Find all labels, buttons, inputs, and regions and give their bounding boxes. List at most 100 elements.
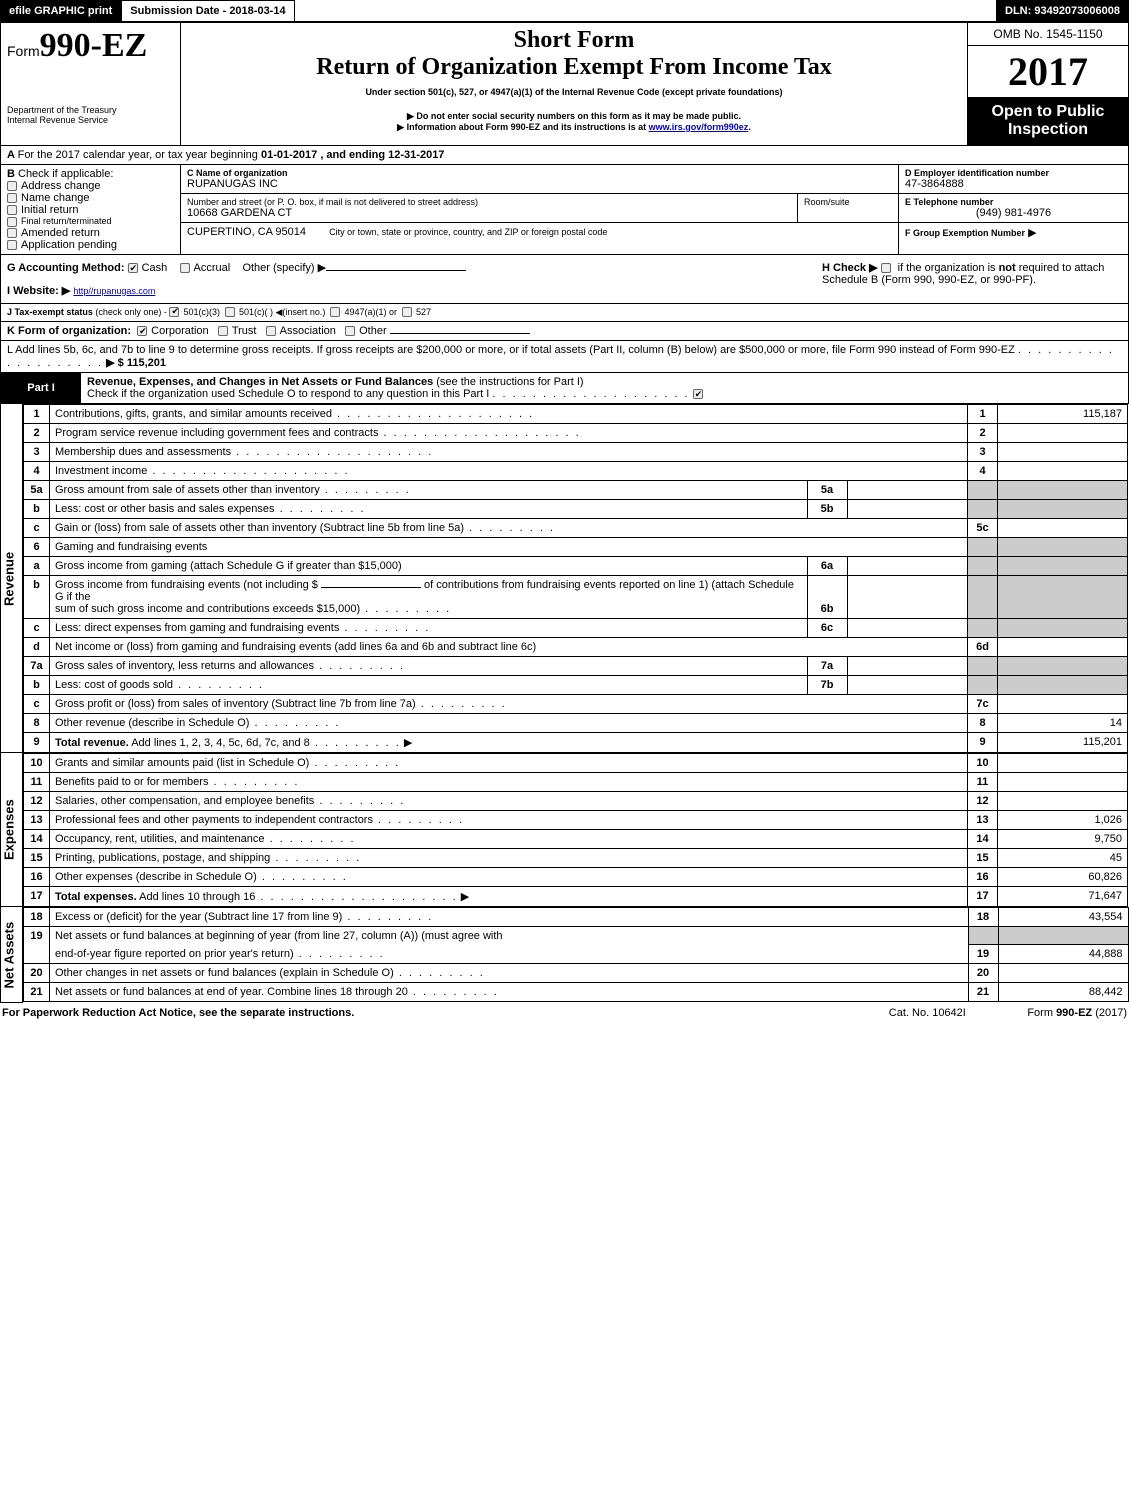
chk-schedule-o[interactable] <box>693 389 703 399</box>
val-21: 88,442 <box>998 983 1128 1002</box>
chk-address-change[interactable] <box>7 181 17 191</box>
form-number: 990-EZ <box>40 27 148 64</box>
table-row: dNet income or (loss) from gaming and fu… <box>24 637 1128 656</box>
table-row: 2Program service revenue including gover… <box>24 423 1128 442</box>
g-label: G Accounting Method: <box>7 262 125 274</box>
table-row: 1Contributions, gifts, grants, and simil… <box>24 404 1128 423</box>
table-row: bLess: cost or other basis and sales exp… <box>24 499 1128 518</box>
c-city-label: City or town, state or province, country… <box>329 227 607 237</box>
dept-treasury: Department of the Treasury <box>7 105 174 115</box>
d-ein-label: D Employer identification number <box>905 168 1122 178</box>
k-corp: Corporation <box>151 325 208 337</box>
footer-form-pre: Form <box>1027 1007 1056 1019</box>
open-to-public: Open to Public Inspection <box>968 97 1128 145</box>
table-row: 14Occupancy, rent, utilities, and mainte… <box>24 829 1128 848</box>
val-17: 71,647 <box>998 886 1128 906</box>
opt-amended-return: Amended return <box>21 227 100 239</box>
table-row: aGross income from gaming (attach Schedu… <box>24 556 1128 575</box>
opt-final-return: Final return/terminated <box>21 216 112 226</box>
val-14: 9,750 <box>998 829 1128 848</box>
chk-association[interactable] <box>266 326 276 336</box>
chk-other[interactable] <box>345 326 355 336</box>
g-cash: Cash <box>142 262 168 274</box>
val-15: 45 <box>998 848 1128 867</box>
efile-print-button[interactable]: efile GRAPHIC print <box>0 0 121 22</box>
c-name-label: C Name of organization <box>187 168 892 178</box>
e-phone: (949) 981-4976 <box>905 207 1122 219</box>
j-501c3: 501(c)(3) <box>183 307 220 317</box>
chk-accrual[interactable] <box>180 263 190 273</box>
part1-title: Revenue, Expenses, and Changes in Net As… <box>87 376 433 388</box>
irs-label: Internal Revenue Service <box>7 115 174 125</box>
footer-catno: Cat. No. 10642I <box>827 1007 1027 1019</box>
irs-link[interactable]: www.irs.gov/form990ez <box>649 122 749 132</box>
section-a-row: A For the 2017 calendar year, or tax yea… <box>0 146 1129 165</box>
opt-application-pending: Application pending <box>21 239 117 251</box>
table-row: 12Salaries, other compensation, and empl… <box>24 791 1128 810</box>
j-4947: 4947(a)(1) or <box>344 307 397 317</box>
chk-name-change[interactable] <box>7 193 17 203</box>
footer-paperwork: For Paperwork Reduction Act Notice, see … <box>2 1007 827 1019</box>
part1-label: Part I <box>1 373 81 403</box>
g-other: Other (specify) ▶ <box>242 262 326 274</box>
table-row: bGross income from fundraising events (n… <box>24 575 1128 618</box>
chk-application-pending[interactable] <box>7 240 17 250</box>
table-row: 5aGross amount from sale of assets other… <box>24 480 1128 499</box>
k-label: K Form of organization: <box>7 325 131 337</box>
table-row: 21Net assets or fund balances at end of … <box>24 983 1129 1002</box>
form-prefix: Form <box>7 43 40 59</box>
revenue-table: 1Contributions, gifts, grants, and simil… <box>23 404 1128 753</box>
table-row: cGross profit or (loss) from sales of in… <box>24 694 1128 713</box>
k-other: Other <box>359 325 387 337</box>
h-label: H Check ▶ <box>822 262 878 274</box>
a-text-mid: , and ending <box>320 149 388 161</box>
chk-527[interactable] <box>402 307 412 317</box>
f-group-label: F Group Exemption Number <box>905 228 1025 238</box>
j-527: 527 <box>416 307 431 317</box>
chk-amended-return[interactable] <box>7 228 17 238</box>
val-8: 14 <box>998 713 1128 732</box>
opt-name-change: Name change <box>21 192 90 204</box>
val-1: 115,187 <box>998 404 1128 423</box>
k-assoc: Association <box>280 325 336 337</box>
opt-initial-return: Initial return <box>21 204 78 216</box>
chk-corporation[interactable] <box>137 326 147 336</box>
c-room-label: Room/suite <box>804 197 892 207</box>
a-begin-date: 01-01-2017 <box>261 149 317 161</box>
chk-501c3[interactable] <box>169 307 179 317</box>
l-text: L Add lines 5b, 6c, and 7b to line 9 to … <box>7 344 1015 356</box>
val-18: 43,554 <box>998 907 1128 926</box>
chk-4947[interactable] <box>330 307 340 317</box>
tax-year: 2017 <box>968 46 1128 97</box>
table-row: 8Other revenue (describe in Schedule O)8… <box>24 713 1128 732</box>
i-website-link[interactable]: http//rupanugas.com <box>73 286 155 296</box>
chk-h[interactable] <box>881 263 891 273</box>
chk-cash[interactable] <box>128 263 138 273</box>
chk-501c[interactable] <box>225 307 235 317</box>
chk-trust[interactable] <box>218 326 228 336</box>
f-arrow-icon: ▶ <box>1028 227 1036 239</box>
submission-date: Submission Date - 2018-03-14 <box>121 0 294 22</box>
chk-final-return[interactable] <box>7 217 17 227</box>
l-amount: ▶ $ 115,201 <box>106 357 166 369</box>
org-info-block: B Check if applicable: Address change Na… <box>0 165 1129 255</box>
table-row: cLess: direct expenses from gaming and f… <box>24 618 1128 637</box>
a-text-pre: For the 2017 calendar year, or tax year … <box>18 149 261 161</box>
j-note: (check only one) - <box>95 307 167 317</box>
j-label: J Tax-exempt status <box>7 307 93 317</box>
table-row: 15Printing, publications, postage, and s… <box>24 848 1128 867</box>
table-row: 7aGross sales of inventory, less returns… <box>24 656 1128 675</box>
chk-initial-return[interactable] <box>7 205 17 215</box>
ssn-warning: ▶ Do not enter social security numbers o… <box>187 111 961 122</box>
table-row: 17Total expenses. Add lines 10 through 1… <box>24 886 1128 906</box>
side-revenue: Revenue <box>1 404 23 753</box>
side-net-assets: Net Assets <box>1 907 23 1003</box>
table-row: 6Gaming and fundraising events <box>24 537 1128 556</box>
expenses-table: 10Grants and similar amounts paid (list … <box>23 753 1128 907</box>
side-expenses: Expenses <box>1 753 23 907</box>
val-13: 1,026 <box>998 810 1128 829</box>
table-row: 9Total revenue. Add lines 1, 2, 3, 4, 5c… <box>24 732 1128 752</box>
c-org-name: RUPANUGAS INC <box>187 178 892 190</box>
return-title: Return of Organization Exempt From Incom… <box>187 54 961 81</box>
g-accrual: Accrual <box>194 262 231 274</box>
